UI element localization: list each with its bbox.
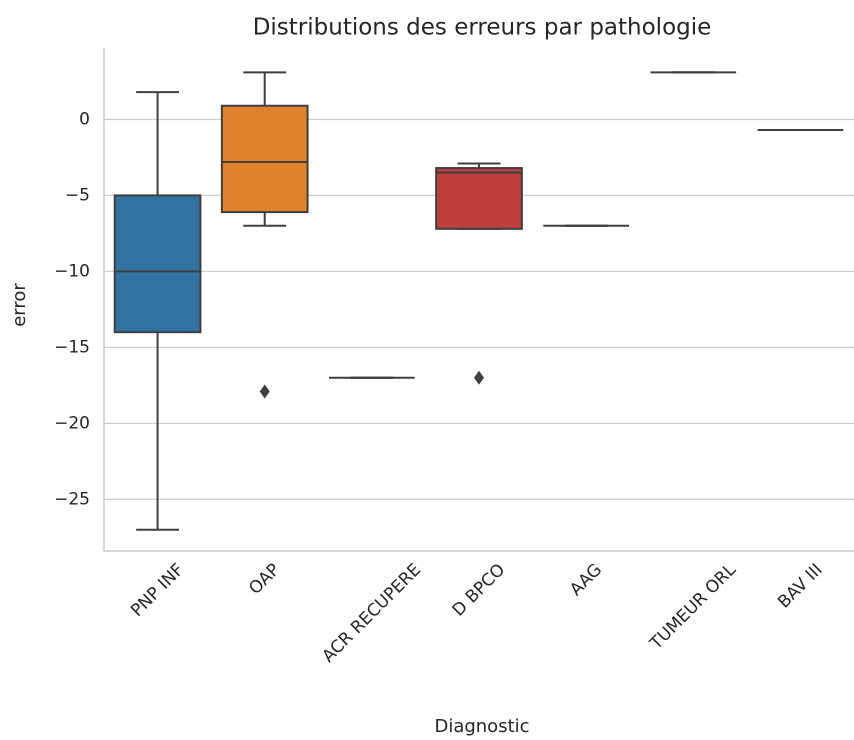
box	[220, 104, 309, 214]
x-axis-label: Diagnostic	[434, 716, 529, 737]
box	[435, 167, 523, 230]
x-tick-label: OAP	[245, 560, 284, 599]
x-tick-label: PNP INF	[127, 560, 188, 621]
x-tick-label: ACR RECUPERE	[319, 560, 426, 667]
y-tick-label: −15	[54, 337, 90, 357]
y-tick-label: −25	[54, 489, 90, 509]
x-tick-label: D BPCO	[449, 560, 510, 621]
y-tick-label: −20	[54, 413, 90, 433]
y-tick-label: 0	[79, 109, 90, 129]
x-tick-label: AAG	[566, 560, 606, 600]
x-tick-label: BAV III	[774, 560, 827, 613]
outlier	[259, 384, 270, 399]
chart-title: Distributions des erreurs par pathologie	[253, 15, 712, 41]
outlier	[474, 370, 484, 385]
box	[113, 194, 202, 334]
y-tick-label: −10	[54, 261, 90, 281]
y-axis-label: error	[9, 283, 30, 327]
x-tick-label: TUMEUR ORL	[646, 560, 741, 655]
y-tick-label: −5	[65, 185, 90, 205]
